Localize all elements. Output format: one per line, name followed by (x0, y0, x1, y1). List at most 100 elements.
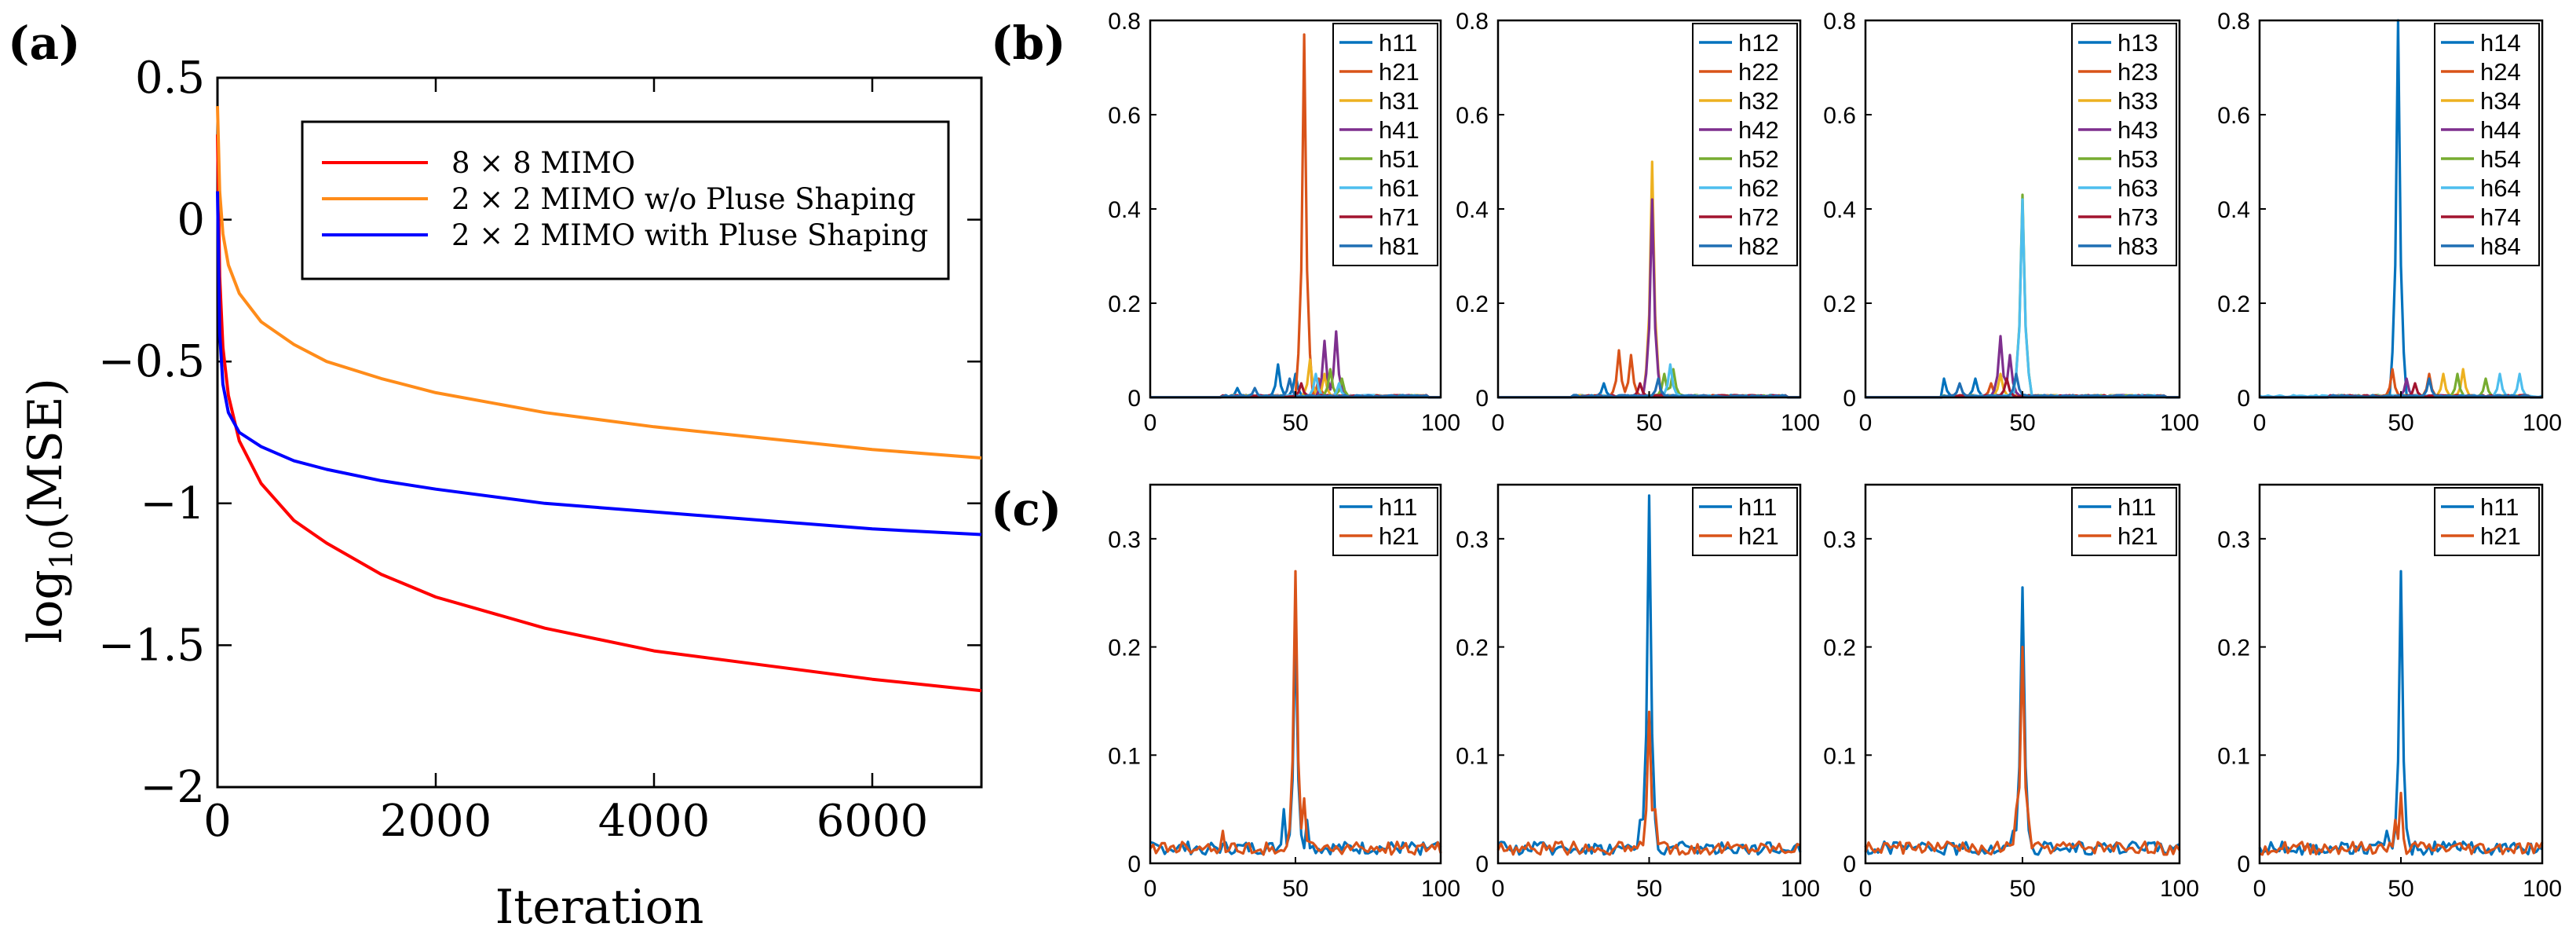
chart-b1-ytick-label: 0.8 (1108, 9, 1141, 35)
chart-b4-xtick-label: 100 (2523, 410, 2562, 436)
chart-a-series-3 (216, 191, 982, 537)
chart-c2-legend-box (1692, 487, 1798, 556)
chart-c4-xtick-label: 50 (2388, 876, 2413, 902)
chart-a-legend-label-2: 2 × 2 MIMO w/o Pluse Shaping (451, 182, 916, 216)
chart-b1-ytick-label: 0.2 (1108, 291, 1141, 317)
chart-a-ytick-label: −2 (140, 762, 205, 813)
chart-b4-legend-box (2434, 23, 2540, 266)
chart-b2-ytick-label: 0 (1475, 386, 1489, 412)
chart-b2-ytick-label: 0.6 (1456, 103, 1489, 129)
chart-b4-legend-label-h54: h54 (2480, 145, 2521, 173)
chart-b3-legend-label-h83: h83 (2117, 233, 2158, 260)
chart-b2-legend-label-h42: h42 (1738, 116, 1779, 144)
chart-c2-ytick-label: 0.2 (1456, 635, 1489, 661)
chart-b1-legend-label-h41: h41 (1379, 116, 1420, 144)
chart-b2-legend-label-h82: h82 (1738, 233, 1779, 260)
chart-c2-series-h21 (1496, 710, 1801, 856)
chart-b4-legend-label-h84: h84 (2480, 233, 2521, 260)
panel-label-c: (c) (991, 482, 1061, 536)
chart-b1-xtick-label: 50 (1282, 410, 1308, 436)
chart-b3-legend-label-h53: h53 (2117, 145, 2158, 173)
chart-b1-legend-label-h11: h11 (1379, 29, 1417, 57)
chart-a-legend-label-3: 2 × 2 MIMO with Pluse Shaping (451, 218, 928, 252)
chart-c2-legend-label-h11: h11 (1738, 493, 1777, 521)
chart-b1-legend-box (1332, 23, 1438, 266)
chart-b3-xtick-label: 100 (2160, 410, 2199, 436)
chart-b1-legend-label-h71: h71 (1379, 203, 1420, 231)
chart-b1-legend-label-h51: h51 (1379, 145, 1420, 173)
chart-c1-ytick-label: 0.2 (1108, 635, 1141, 661)
chart-b2-ytick-label: 0.4 (1456, 197, 1489, 223)
chart-c1-xtick-label: 50 (1282, 876, 1308, 902)
chart-b3-legend-box (2071, 23, 2177, 266)
chart-b2-legend-label-h72: h72 (1738, 203, 1779, 231)
chart-c4-xtick-label: 0 (2253, 876, 2267, 902)
chart-c3-series-h21 (1864, 646, 2181, 856)
chart-c1-ytick-label: 0.3 (1108, 527, 1141, 553)
chart-b1-xtick-label: 100 (1421, 410, 1460, 436)
chart-b3: 0 50 100 0 0.2 0.4 0.6 0.8 h13h23h33h43h53h63h73… (1823, 9, 2199, 436)
chart-c4-legend-label-h11: h11 (2480, 493, 2519, 521)
chart-c1-ytick-label: 0 (1127, 852, 1141, 877)
chart-b1-legend-label-h21: h21 (1379, 58, 1420, 86)
chart-a-ytick-label: −1 (140, 478, 205, 529)
chart-b3-legend-label-h23: h23 (2117, 58, 2158, 86)
chart-a-xtick-label: 2000 (380, 796, 492, 847)
chart-c1-legend-label-h21: h21 (1379, 522, 1420, 550)
chart-b2-legend-label-h62: h62 (1738, 174, 1779, 202)
chart-a-series-1 (216, 134, 982, 693)
chart-c2-xtick-label: 50 (1636, 876, 1662, 902)
chart-b3-legend-label-h73: h73 (2117, 203, 2158, 231)
chart-b2-legend-label-h12: h12 (1738, 29, 1779, 57)
chart-b4-ytick-label: 0.2 (2217, 291, 2250, 317)
chart-a-ytick-label: −0.5 (98, 336, 205, 387)
chart-c4-series-h21 (2259, 791, 2544, 856)
chart-b4-legend-label-h34: h34 (2480, 87, 2521, 115)
chart-b1-xtick-label: 0 (1144, 410, 1157, 436)
chart-a-ytick-label: 0 (177, 195, 205, 246)
chart-c1-legend-label-h11: h11 (1379, 493, 1417, 521)
chart-b4-legend-label-h24: h24 (2480, 58, 2521, 86)
chart-c2-ytick-label: 0 (1475, 852, 1489, 877)
chart-c3-xtick-label: 0 (1859, 876, 1873, 902)
chart-c1-legend-box (1332, 487, 1438, 556)
chart-c1-xtick-label: 0 (1144, 876, 1157, 902)
chart-b3-legend-label-h43: h43 (2117, 116, 2158, 144)
chart-a-legend-label-1: 8 × 8 MIMO (451, 146, 635, 180)
chart-c3-legend-label-h21: h21 (2117, 522, 2158, 550)
chart-b2-xtick-label: 0 (1492, 410, 1505, 436)
chart-b4-xtick-label: 50 (2388, 410, 2413, 436)
chart-b1-legend-label-h61: h61 (1379, 174, 1420, 202)
chart-b2-legend-label-h32: h32 (1738, 87, 1779, 115)
chart-b2-xtick-label: 50 (1636, 410, 1662, 436)
chart-c2-xtick-label: 0 (1492, 876, 1505, 902)
chart-c4-ytick-label: 0.2 (2217, 635, 2250, 661)
panel-label-a: (a) (8, 16, 80, 70)
chart-c3-ytick-label: 0 (1843, 852, 1856, 877)
chart-c4-legend-label-h21: h21 (2480, 522, 2521, 550)
chart-b1-ytick-label: 0.4 (1108, 197, 1141, 223)
chart-c3-legend-label-h11: h11 (2117, 493, 2156, 521)
chart-c3-ytick-label: 0.3 (1823, 527, 1856, 553)
chart-c4-xtick-label: 100 (2523, 876, 2562, 902)
chart-b4-xtick-label: 0 (2253, 410, 2267, 436)
chart-a-xtick-label: 6000 (817, 796, 929, 847)
chart-a-ytick-label: −1.5 (98, 620, 205, 671)
chart-b2-legend-box (1692, 23, 1798, 266)
chart-b4-legend-label-h74: h74 (2480, 203, 2521, 231)
chart-b4-ytick-label: 0.4 (2217, 197, 2250, 223)
chart-c3-ytick-label: 0.1 (1823, 743, 1856, 769)
chart-a-ytick-label: 0.5 (135, 53, 205, 104)
chart-b4: 0 50 100 0 0.2 0.4 0.6 0.8 h14h24h34h44h54h64h74… (2217, 9, 2562, 436)
chart-c3-ytick-label: 0.2 (1823, 635, 1856, 661)
chart-b2-legend-label-h22: h22 (1738, 58, 1779, 86)
chart-b3-xtick-label: 50 (2009, 410, 2035, 436)
chart-a-ylabel: log10(MSE) (18, 378, 80, 643)
chart-c4-ytick-label: 0.3 (2217, 527, 2250, 553)
chart-b3-ytick-label: 0 (1843, 386, 1856, 412)
chart-c4-legend-box (2434, 487, 2540, 556)
